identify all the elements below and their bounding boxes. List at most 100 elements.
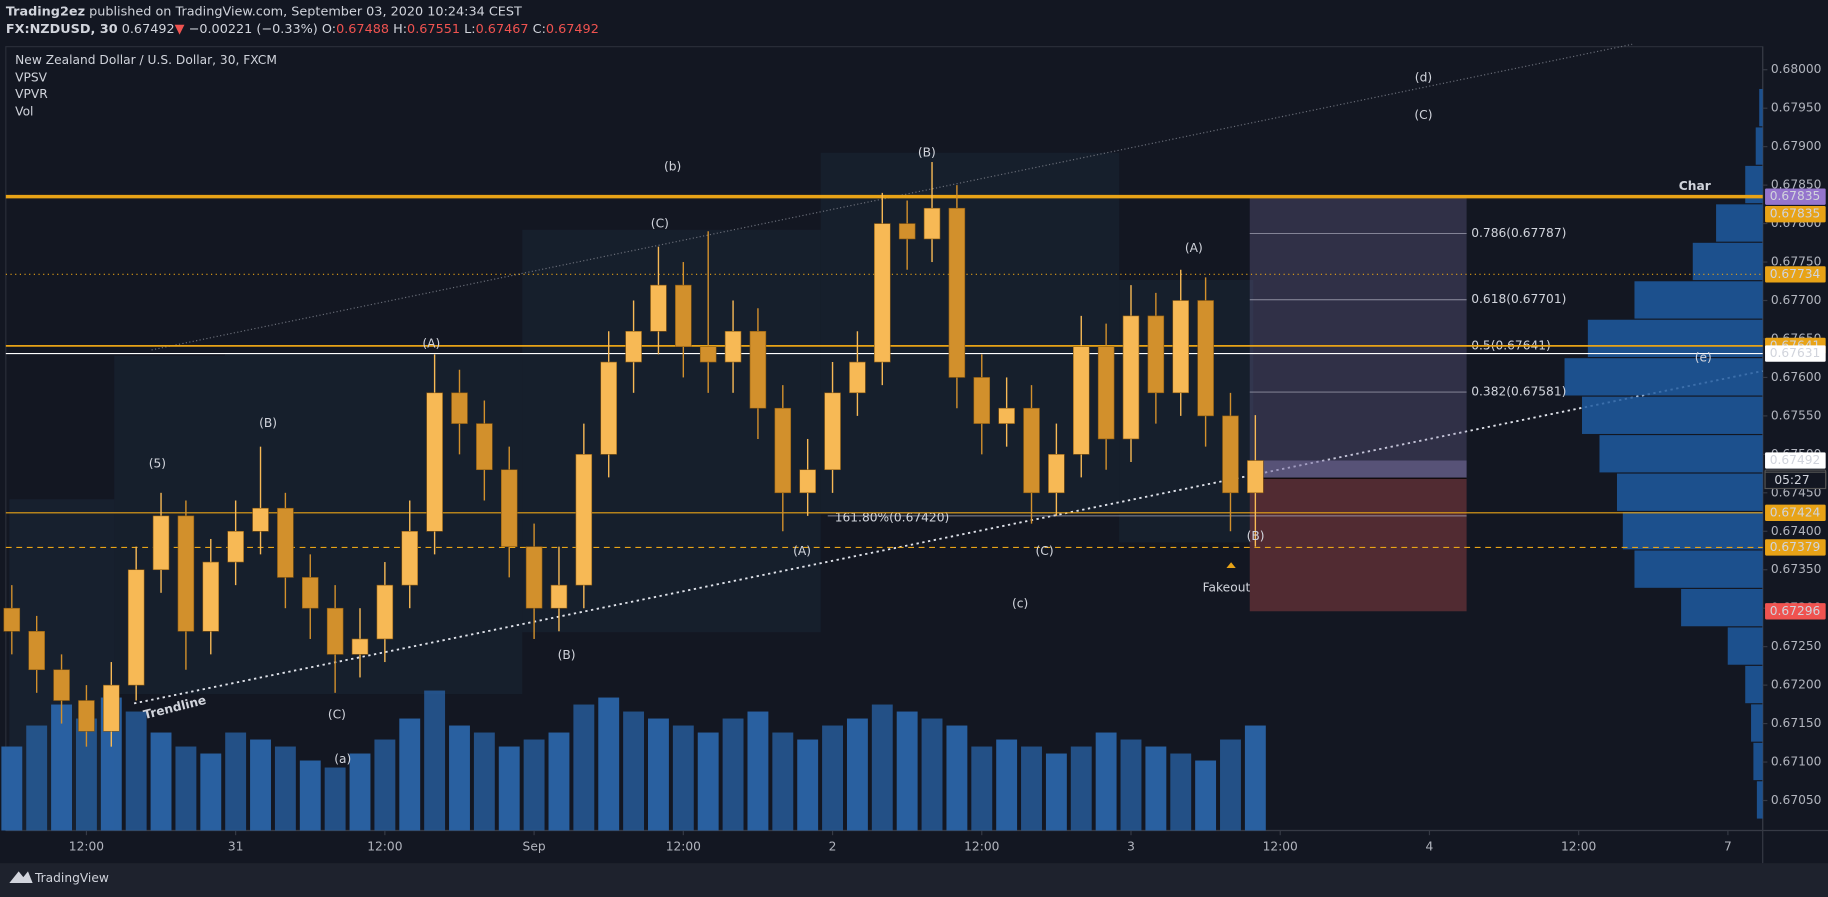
session-box (522, 229, 821, 633)
l-value: 0.67467 (476, 22, 529, 37)
candle-body (1197, 300, 1214, 417)
c-value: 0.67492 (546, 22, 599, 37)
fib-label: 0.786(0.67787) (1471, 226, 1566, 240)
y-tick-label: 0.67200 (1771, 678, 1822, 692)
annotation: (C) (1414, 108, 1432, 122)
volume-bar (896, 711, 918, 831)
vpvr-bar (1616, 473, 1763, 511)
annotation: Fakeout (1203, 580, 1251, 594)
annotation: (C) (328, 708, 346, 722)
price-tag-label: 0.67492 (1770, 453, 1821, 467)
header-line-2: FX:NZDUSD, 30 0.67492▼ −0.00221 (−0.33%)… (6, 22, 599, 37)
vpvr-bar (1755, 127, 1763, 165)
volume-bar (747, 711, 769, 831)
fib-label: 161.80%(0.67420) (835, 511, 950, 525)
price-tag (1765, 539, 1826, 556)
candle-body (177, 515, 195, 632)
y-tick-label: 0.67100 (1771, 755, 1822, 769)
volume-bar (946, 725, 968, 831)
candle-body (898, 223, 916, 240)
x-tick-label: 31 (228, 839, 244, 853)
vpvr-bar (1634, 281, 1763, 319)
volume-bar (1120, 739, 1142, 831)
volume-bar (797, 739, 819, 831)
volume-bar (971, 746, 993, 831)
volume-bar (274, 746, 296, 831)
candle-body (476, 423, 493, 471)
candle-body (625, 330, 642, 363)
annotation: (A) (422, 337, 440, 351)
symbol: FX:NZDUSD, 30 (6, 22, 118, 37)
candle-body (650, 284, 667, 332)
y-tick-label: 0.67150 (1771, 716, 1822, 730)
candle-body (600, 361, 617, 455)
fib-label: 0.618(0.67701) (1471, 292, 1566, 306)
candle-body (1122, 315, 1140, 440)
y-tick-label: 0.67050 (1771, 793, 1822, 807)
candle-body (28, 630, 45, 671)
last: 0.67492 (122, 22, 175, 37)
logo-icon (9, 871, 33, 884)
y-tick-label: 0.68000 (1771, 62, 1822, 76)
price-tag (1765, 603, 1826, 620)
candle-body (1097, 346, 1115, 440)
x-tick-label: Sep (523, 839, 546, 853)
volume-bar (1244, 725, 1266, 831)
annotation: (A) (793, 544, 811, 558)
candle-body (998, 407, 1015, 424)
position-target-zone (1249, 196, 1467, 479)
footer-brand: TradingView (34, 871, 109, 885)
annotation: (a) (334, 752, 351, 766)
volume-bar (349, 753, 371, 831)
candle-body (53, 669, 70, 701)
candle-body (500, 469, 518, 547)
vpvr-bar (1622, 512, 1763, 550)
volume-bar (1095, 732, 1117, 831)
price-tag-label: 0.67835 (1770, 207, 1821, 221)
y-tick-label: 0.67750 (1771, 255, 1822, 269)
candle-body (1073, 346, 1090, 455)
volume-bar (175, 746, 197, 831)
arrow: ▼ (175, 22, 185, 37)
x-tick-label: 2 (829, 839, 837, 853)
annotation: (B) (259, 416, 277, 430)
volume-bar (250, 739, 271, 831)
candle-body (824, 392, 841, 471)
vpvr-bar (1756, 781, 1763, 819)
volume-bar (672, 725, 694, 831)
candle-body (525, 546, 543, 609)
volume-bar (697, 732, 719, 831)
candle-body (1048, 454, 1065, 494)
volume-bar (125, 711, 147, 831)
vpvr-bar (1599, 435, 1763, 473)
annotation: (A) (1185, 241, 1203, 255)
volume-bar (324, 767, 346, 831)
volume-bar (648, 718, 669, 831)
price-tag (1765, 205, 1826, 223)
price-tag-label: 0.67296 (1770, 604, 1821, 618)
y-tick-label: 0.67400 (1771, 524, 1822, 538)
candle-body (103, 684, 120, 732)
volume-bar (399, 718, 421, 831)
footer-bar (0, 863, 1828, 897)
volume-bar (1, 746, 23, 831)
y-tick-label: 0.67550 (1771, 408, 1822, 422)
candle-body (401, 530, 418, 586)
candle-body (351, 638, 369, 655)
volume-bar (623, 711, 645, 831)
h-label: H: (393, 22, 407, 37)
vpvr-bar (1587, 319, 1763, 358)
volume-bar (1220, 739, 1241, 831)
volume-bar (598, 697, 620, 831)
candle-body (923, 207, 941, 240)
candle-body (1147, 315, 1165, 394)
vpvr-bar (1634, 550, 1763, 588)
indicator: VPVR (15, 87, 48, 101)
x-tick-label: 4 (1426, 839, 1434, 853)
x-tick-label: 7 (1724, 839, 1732, 853)
h-value: 0.67551 (407, 22, 460, 37)
candle-body (774, 407, 792, 494)
x-tick-label: 12:00 (964, 839, 999, 853)
x-tick-label: 12:00 (69, 839, 104, 853)
price-tag (1765, 452, 1826, 469)
